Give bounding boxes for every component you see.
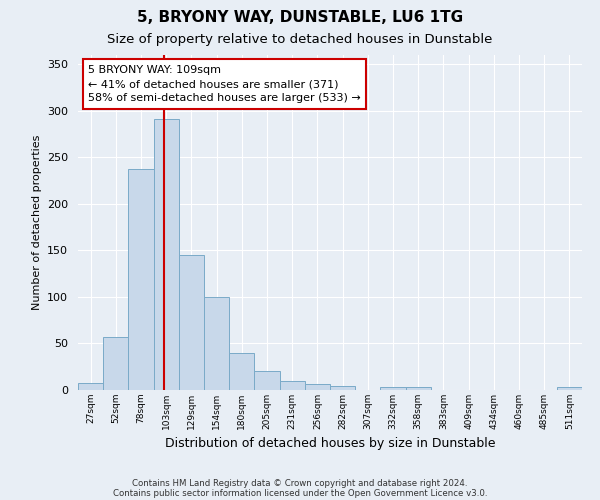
Bar — [103, 337, 128, 390]
Text: Contains public sector information licensed under the Open Government Licence v3: Contains public sector information licen… — [113, 488, 487, 498]
Bar — [330, 386, 355, 390]
Bar — [557, 387, 582, 390]
Bar — [78, 384, 103, 390]
Bar — [229, 353, 254, 390]
Bar — [406, 387, 431, 390]
Bar — [128, 168, 154, 390]
Bar — [380, 387, 406, 390]
Text: Size of property relative to detached houses in Dunstable: Size of property relative to detached ho… — [107, 32, 493, 46]
Bar — [154, 119, 179, 390]
Bar — [204, 297, 229, 390]
Text: 5, BRYONY WAY, DUNSTABLE, LU6 1TG: 5, BRYONY WAY, DUNSTABLE, LU6 1TG — [137, 10, 463, 25]
Text: 5 BRYONY WAY: 109sqm
← 41% of detached houses are smaller (371)
58% of semi-deta: 5 BRYONY WAY: 109sqm ← 41% of detached h… — [88, 65, 361, 103]
Bar — [254, 372, 280, 390]
Bar — [179, 255, 204, 390]
Bar — [305, 384, 330, 390]
Y-axis label: Number of detached properties: Number of detached properties — [32, 135, 41, 310]
X-axis label: Distribution of detached houses by size in Dunstable: Distribution of detached houses by size … — [165, 438, 495, 450]
Bar — [280, 380, 305, 390]
Text: Contains HM Land Registry data © Crown copyright and database right 2024.: Contains HM Land Registry data © Crown c… — [132, 478, 468, 488]
